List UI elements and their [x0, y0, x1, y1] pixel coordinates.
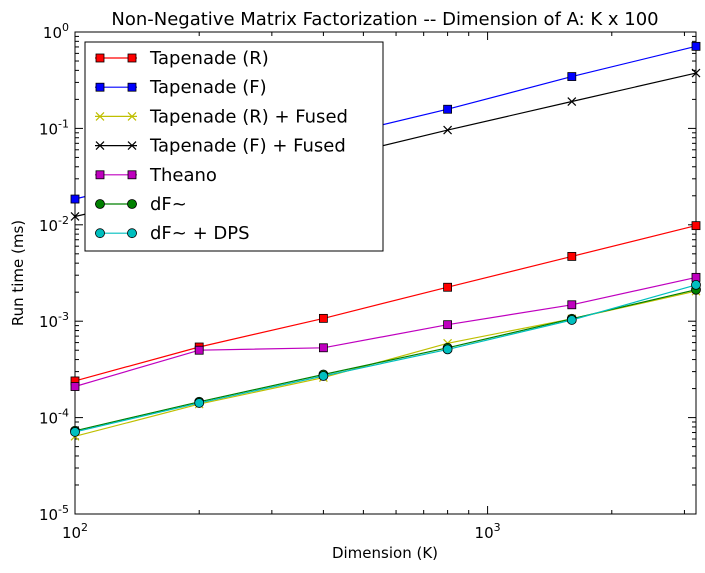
y-tick-label-exponent: -3	[58, 310, 69, 323]
data-point	[567, 300, 577, 310]
y-tick-label: 10-4	[39, 407, 69, 428]
data-point	[318, 343, 328, 353]
data-point	[691, 68, 701, 78]
y-tick-label: 100	[43, 21, 69, 42]
data-point	[567, 252, 577, 261]
legend-item-5: dF~	[95, 194, 187, 215]
legend-marker	[95, 53, 105, 63]
y-tick-label-base: 10	[43, 24, 62, 42]
legend-marker	[95, 111, 105, 121]
series-0	[70, 221, 701, 386]
x-tick-label: 102	[62, 521, 88, 542]
y-tick-label-base: 10	[39, 506, 58, 524]
legend-marker	[127, 53, 137, 63]
x-tick-label: 103	[475, 521, 501, 542]
legend-marker	[95, 82, 105, 92]
data-point	[442, 344, 453, 355]
data-point	[567, 97, 577, 106]
data-point	[318, 371, 329, 381]
y-tick-label: 10-2	[39, 214, 69, 235]
legend-marker	[95, 170, 105, 180]
data-point	[318, 313, 328, 323]
legend: Tapenade (R) Tapenade (F) Tapenade (R) + F…	[84, 41, 384, 252]
legend-marker	[127, 141, 137, 151]
data-point	[70, 382, 80, 391]
data-point	[70, 427, 80, 437]
legend-marker	[127, 82, 137, 92]
legend-marker	[95, 199, 105, 209]
y-tick-label-exponent: -4	[58, 407, 69, 420]
legend-label: dF~ + DPS	[150, 223, 250, 244]
y-tick-label-exponent: 0	[62, 21, 69, 34]
legend-marker	[95, 228, 105, 239]
data-point	[691, 41, 701, 51]
chart-title: Non-Negative Matrix Factorization -- Dim…	[111, 9, 658, 30]
legend-marker	[127, 111, 137, 121]
y-tick-label-base: 10	[39, 410, 58, 428]
data-point	[194, 398, 205, 408]
y-tick-label-base: 10	[39, 217, 58, 235]
data-point	[691, 221, 701, 231]
x-tick-label-base: 10	[62, 524, 81, 542]
y-tick-label-exponent: -2	[58, 214, 69, 227]
data-point	[70, 212, 80, 221]
y-tick-label: 10-5	[39, 503, 69, 524]
legend-label: Theano	[149, 165, 217, 186]
legend-item-2: Tapenade (R) + Fused	[95, 106, 348, 127]
y-tick-label-exponent: -1	[58, 117, 69, 130]
data-point	[443, 320, 453, 330]
x-axis-label: Dimension (K)	[332, 544, 438, 562]
series-line	[74, 284, 697, 433]
series-4	[70, 272, 701, 391]
legend-item-1: Tapenade (F)	[95, 77, 267, 98]
legend-item-0: Tapenade (R)	[95, 48, 269, 69]
y-tick-label: 10-1	[39, 117, 69, 138]
data-point	[691, 279, 701, 290]
x-tick-label-exponent: 3	[494, 521, 501, 534]
series-6	[70, 279, 701, 437]
legend-marker	[127, 199, 137, 209]
legend-item-3: Tapenade (F) + Fused	[95, 136, 346, 157]
series-line	[74, 276, 697, 388]
legend-marker	[127, 170, 137, 180]
legend-marker	[127, 228, 137, 239]
legend-label: Tapenade (R) + Fused	[149, 106, 348, 127]
data-point	[443, 282, 453, 292]
legend-label: Tapenade (R)	[149, 48, 269, 69]
series-line	[74, 225, 697, 382]
data-point	[443, 104, 453, 114]
y-tick-label-exponent: -5	[58, 503, 69, 516]
y-tick-label: 10-3	[39, 310, 69, 331]
legend-label: Tapenade (F) + Fused	[149, 136, 346, 157]
legend-item-4: Theano	[95, 165, 217, 186]
x-tick-label-base: 10	[475, 524, 494, 542]
data-point	[70, 194, 80, 204]
data-point	[443, 125, 453, 135]
y-tick-label-base: 10	[39, 313, 58, 331]
data-point	[194, 345, 204, 355]
y-axis-label: Run time (ms)	[9, 220, 27, 326]
legend-item-6: dF~ + DPS	[95, 223, 250, 244]
data-point	[567, 72, 577, 81]
legend-marker	[95, 141, 105, 151]
x-tick-label-exponent: 2	[81, 521, 88, 534]
legend-label: Tapenade (F)	[149, 77, 267, 98]
data-point	[566, 315, 577, 325]
legend-entries: Tapenade (R) Tapenade (F) Tapenade (R) + F…	[95, 48, 348, 244]
legend-label: dF~	[150, 194, 187, 215]
y-tick-label-base: 10	[39, 120, 58, 138]
legend-frame	[84, 41, 384, 252]
